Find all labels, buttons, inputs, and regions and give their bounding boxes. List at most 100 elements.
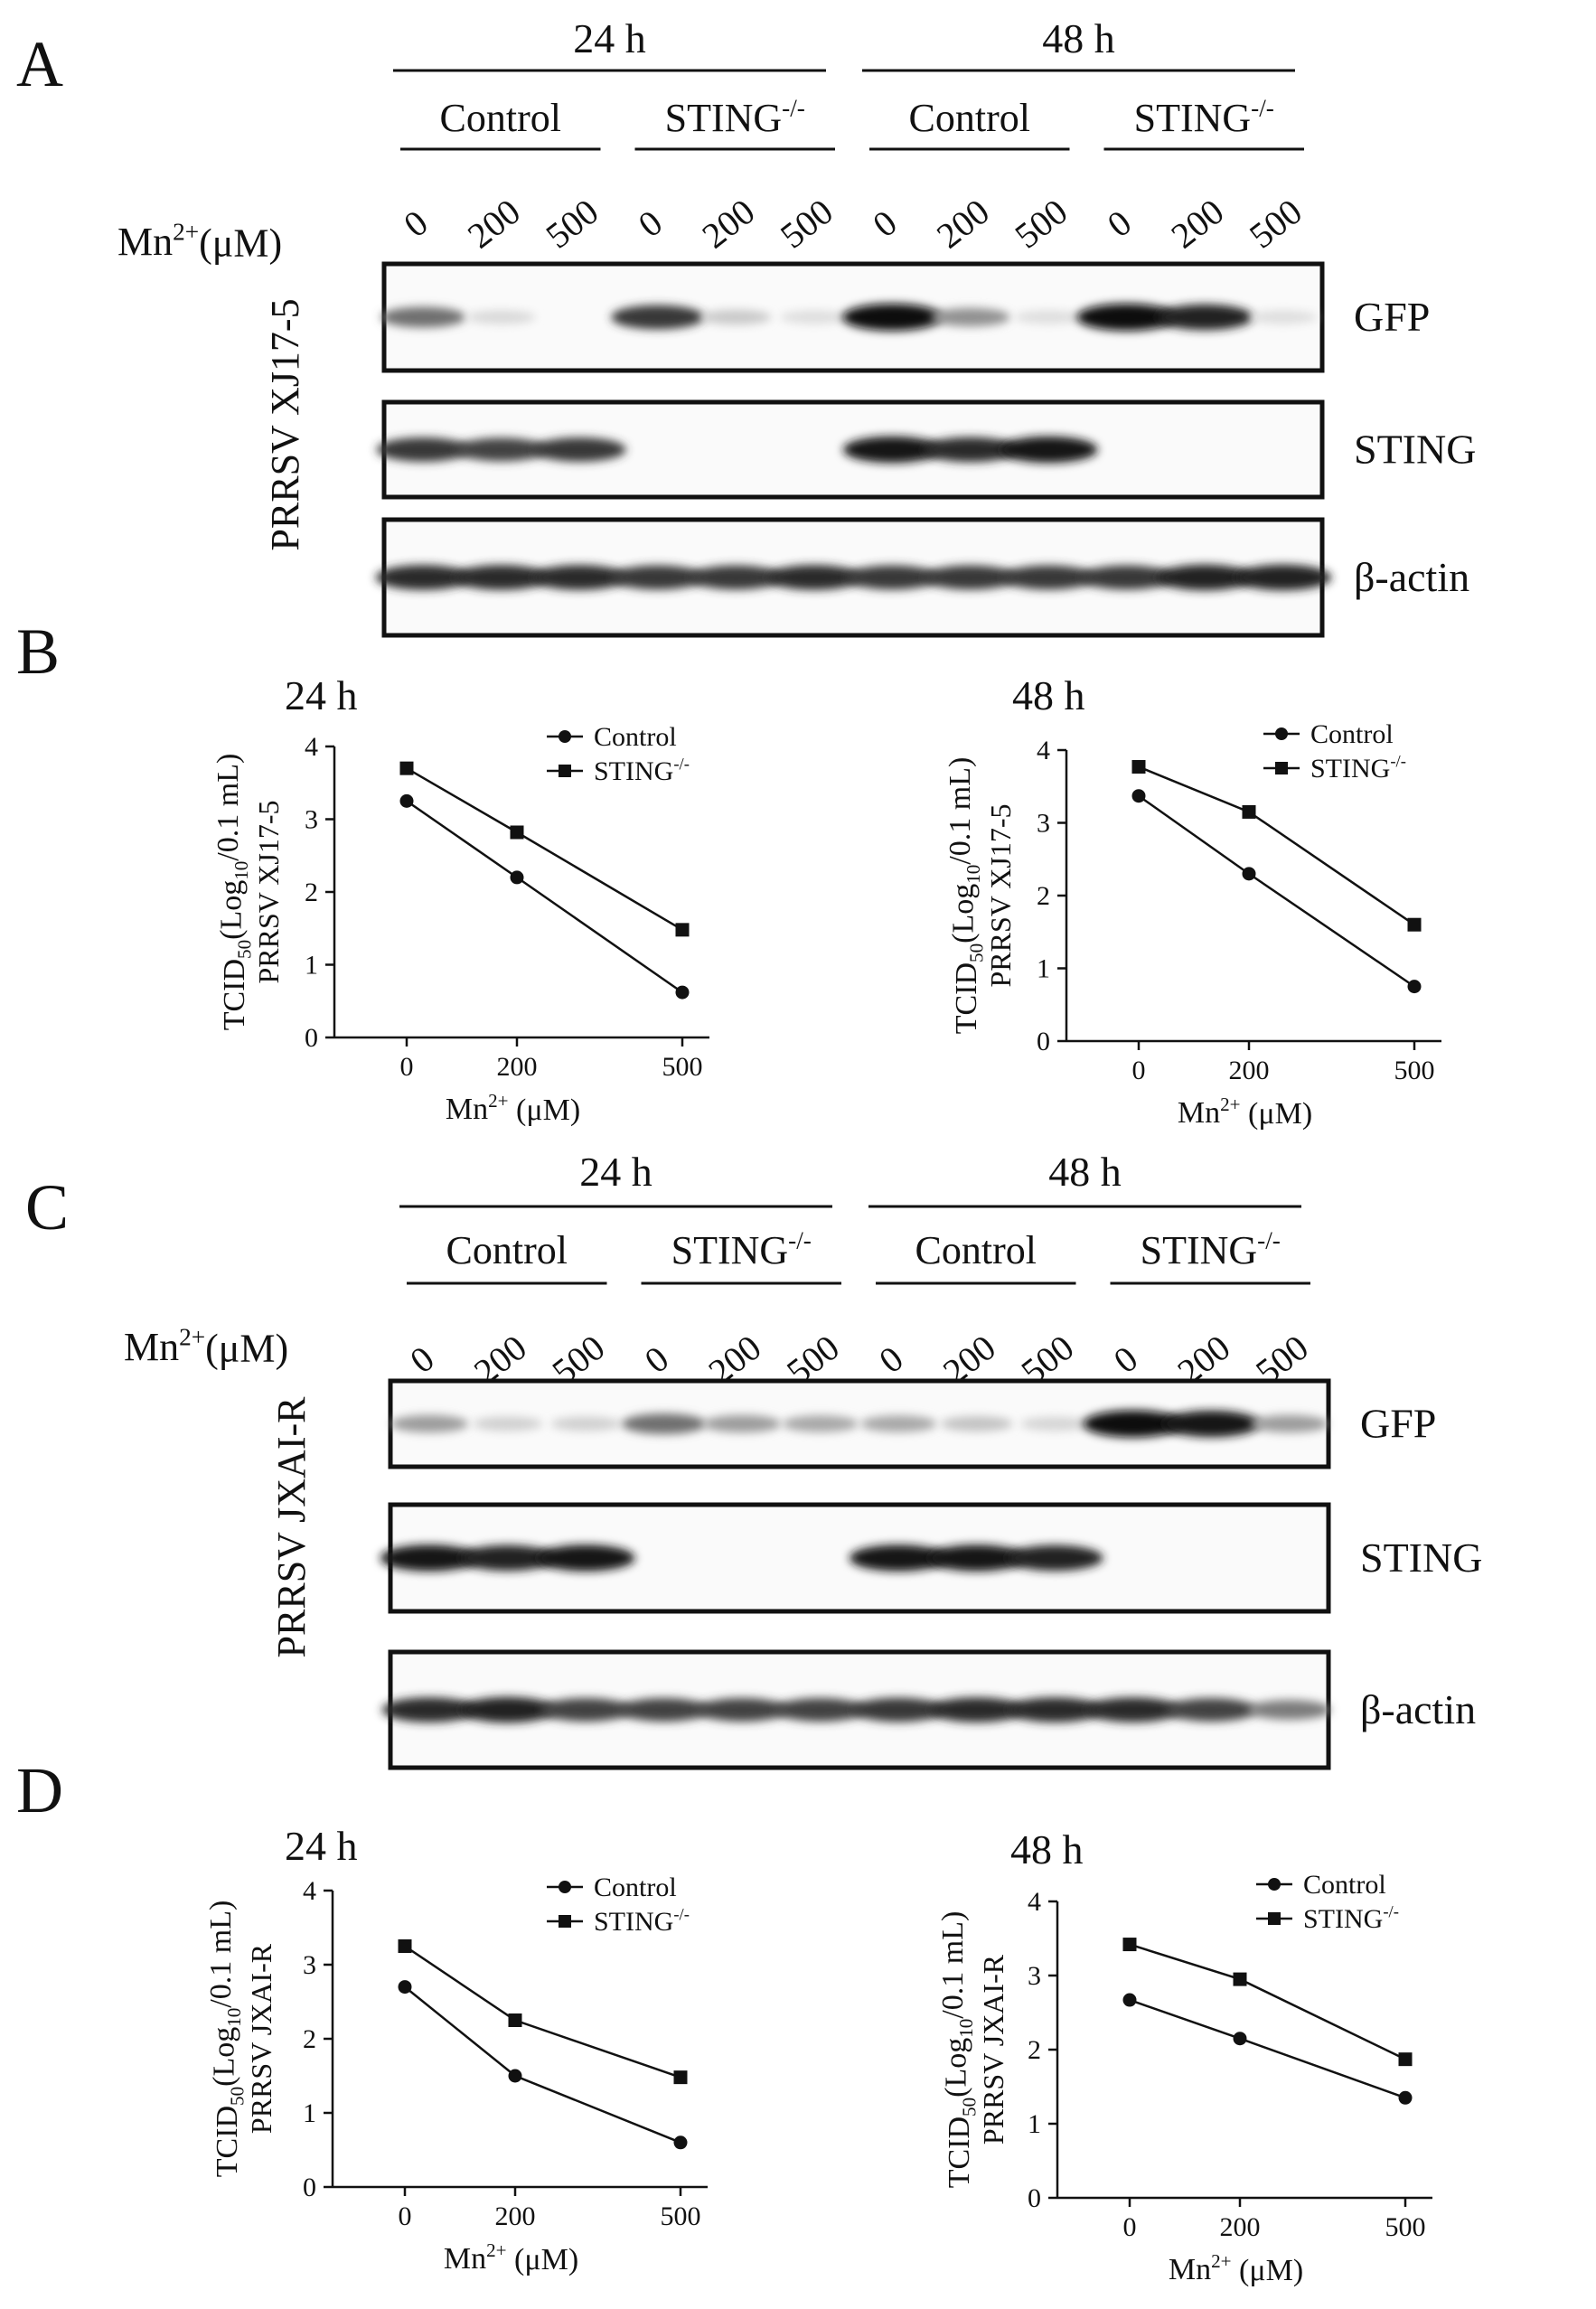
- blot-band: [1076, 304, 1178, 331]
- data-point-circle: [1398, 2090, 1413, 2105]
- legend-marker-circle: [1268, 1878, 1281, 1891]
- blot-band: [1006, 1544, 1103, 1572]
- data-point-square: [1131, 760, 1146, 774]
- series-line: [404, 1985, 681, 2144]
- blot-band: [1020, 1416, 1090, 1431]
- y-axis-label-strain: PRRSV XJ17-5: [252, 800, 285, 983]
- panel-letter-C: C: [25, 1171, 69, 1244]
- y-axis-label: TCID50(Log10/0.1 mL): [944, 757, 988, 1035]
- data-point-square: [510, 825, 524, 840]
- series-line: [1138, 794, 1415, 988]
- legend-marker-circle: [1275, 727, 1288, 740]
- chart-title: 24 h: [285, 672, 358, 718]
- blot-band: [1085, 1697, 1181, 1722]
- blot-band: [1247, 1700, 1331, 1720]
- blot-band: [380, 306, 466, 328]
- blot-band: [454, 565, 549, 590]
- x-tick-label: 200: [1220, 2212, 1261, 2242]
- line-chart-D-3: 0 1 2 3 4 0 200 500 48 h Mn2+ (μM) TCID50(Log10/0.…: [936, 1826, 1432, 2287]
- y-axis-label: TCID50(Log10/0.1 mL): [204, 1901, 249, 2178]
- band-label: GFP: [1354, 294, 1430, 340]
- group-label: STING-/-: [1141, 1226, 1281, 1272]
- blot-band: [621, 1413, 707, 1434]
- data-point-circle: [510, 870, 524, 885]
- y-tick-label: 4: [303, 1876, 316, 1906]
- blot-band: [532, 437, 626, 462]
- legend-label-sting: STING-/-: [1310, 753, 1406, 784]
- dose-label: 500: [1242, 191, 1310, 256]
- blot-band: [940, 1416, 1013, 1431]
- blot-band: [930, 307, 1010, 327]
- legend-marker-circle: [559, 730, 571, 743]
- blot-band: [540, 1698, 632, 1722]
- y-tick-label: 1: [305, 951, 318, 981]
- x-tick-label: 0: [1123, 2212, 1137, 2242]
- dose-label: 500: [773, 191, 840, 256]
- blot-band: [1156, 564, 1253, 591]
- x-tick-label: 200: [497, 1052, 538, 1082]
- blot-band: [1007, 1697, 1103, 1722]
- series-line: [404, 1945, 681, 2079]
- y-tick-label: 2: [1028, 2035, 1041, 2065]
- dose-label: 500: [538, 191, 606, 256]
- x-axis-label: Mn2+ (μM): [444, 2239, 578, 2276]
- blot-A: 24 h 48 h Control STING-/- Control STING-/- Mn…: [117, 15, 1476, 638]
- legend-label-sting: STING-/-: [1303, 1903, 1399, 1934]
- time-label: 24 h: [579, 1149, 652, 1195]
- x-tick-label: 500: [1394, 1056, 1435, 1085]
- blot-band: [927, 1544, 1027, 1572]
- blot-band: [376, 437, 470, 462]
- y-tick-label: 3: [1037, 809, 1050, 839]
- y-tick-label: 0: [1037, 1027, 1050, 1056]
- blot-band: [473, 1416, 543, 1431]
- x-axis-label: Mn2+ (μM): [1178, 1093, 1312, 1131]
- blot-band: [1165, 1698, 1257, 1722]
- dose-label: 0: [871, 1338, 910, 1381]
- x-tick-label: 200: [495, 2201, 536, 2231]
- blot-band: [782, 1415, 859, 1432]
- legend-marker-square: [559, 1915, 571, 1928]
- panel-letter-D: D: [16, 1754, 63, 1826]
- series-line: [1129, 1943, 1406, 2060]
- dose-label: 0: [637, 1338, 676, 1381]
- strain-label: PRRSV JXAI-R: [269, 1396, 314, 1658]
- blot-band: [842, 436, 942, 464]
- legend-marker-square: [1275, 762, 1288, 774]
- blot-band: [375, 565, 471, 590]
- blot-band: [1161, 1410, 1261, 1438]
- data-point-square: [675, 923, 690, 937]
- blot-band: [845, 565, 939, 590]
- legend-marker-square: [559, 765, 571, 777]
- dose-label: 200: [929, 191, 997, 256]
- blot-band: [1249, 310, 1318, 324]
- y-axis-label: TCID50(Log10/0.1 mL): [936, 1911, 981, 2189]
- blot-band: [390, 1414, 469, 1433]
- y-axis-label-strain: PRRSV JXAI-R: [245, 1943, 277, 2134]
- data-point-square: [1398, 2052, 1413, 2067]
- band-label: STING: [1354, 427, 1476, 473]
- blot-band: [459, 1544, 557, 1572]
- chart-title: 48 h: [1010, 1826, 1084, 1873]
- dose-label: 0: [396, 202, 435, 245]
- legend-label-control: Control: [1303, 1870, 1386, 1900]
- time-label: 48 h: [1042, 15, 1115, 61]
- time-label: 24 h: [573, 15, 646, 61]
- blot-band: [780, 310, 849, 324]
- legend-label-control: Control: [1310, 719, 1394, 749]
- y-tick-label: 3: [1028, 1961, 1041, 1991]
- blot-band: [851, 1697, 945, 1722]
- legend-label-control: Control: [594, 722, 677, 752]
- data-point-square: [398, 1939, 412, 1953]
- y-tick-label: 4: [305, 732, 318, 762]
- blot-band: [775, 1698, 867, 1722]
- y-tick-label: 0: [303, 2173, 316, 2202]
- dose-label: 0: [1100, 202, 1139, 245]
- series-line: [406, 800, 683, 994]
- dose-label: 200: [460, 191, 528, 256]
- data-point-square: [673, 2070, 688, 2085]
- group-label: Control: [915, 1228, 1037, 1272]
- chart-title: 24 h: [285, 1823, 358, 1869]
- blot-band: [380, 1544, 479, 1572]
- x-axis-label: Mn2+ (μM): [1169, 2250, 1303, 2287]
